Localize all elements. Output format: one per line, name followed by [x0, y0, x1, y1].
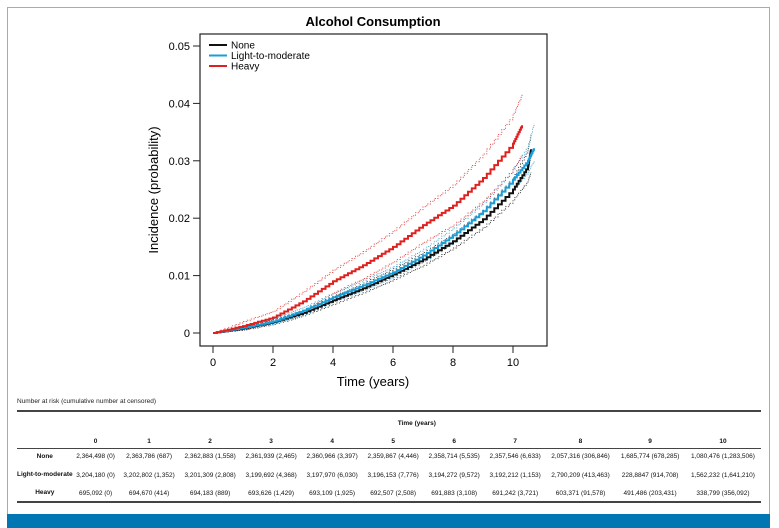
y-tick-label: 0.03 — [169, 156, 190, 168]
risk-cell: 3,197,970 (6,030) — [306, 471, 358, 479]
time-column-header: 10 — [684, 434, 761, 449]
risk-cell: 695,092 (0) — [72, 485, 119, 503]
table-row: Heavy 695,092 (0) 694,670 (414) 694,183 (88… — [17, 485, 761, 503]
risk-cell: 3,196,153 (7,776) — [367, 471, 419, 479]
x-tick-label: 10 — [507, 357, 519, 369]
time-column-header: 5 — [362, 434, 424, 449]
table-row: Light-to-moderate 3,204,180 (0) 3,202,802 … — [17, 465, 761, 486]
time-column-header: 2 — [179, 434, 241, 449]
legend-label: Heavy — [231, 62, 259, 73]
x-axis-label: Time (years) — [337, 374, 409, 389]
risk-cell: 3,194,272 (9,572) — [428, 471, 480, 479]
legend-label: None — [231, 41, 255, 52]
risk-cell: 2,790,209 (413,463) — [551, 471, 610, 479]
row-label: Light-to-moderate — [17, 471, 73, 478]
time-column-header: 6 — [423, 434, 485, 449]
risk-cell: 338,799 (356,092) — [684, 485, 761, 503]
time-column-header: 8 — [545, 434, 616, 449]
light-to-moderate-ci-upper — [213, 123, 535, 334]
series-group — [213, 94, 535, 334]
risk-cell: 1,562,232 (1,641,210) — [690, 471, 755, 479]
time-column-header: 1 — [118, 434, 180, 449]
risk-cell: 693,626 (1,429) — [240, 485, 302, 503]
y-tick-label: 0.04 — [169, 98, 190, 110]
risk-cell: 2,357,546 (6,633) — [489, 453, 541, 461]
risk-cell: 2,363,786 (687) — [126, 453, 173, 461]
none-line — [213, 149, 532, 334]
heavy-line — [213, 125, 523, 334]
y-axis-label: Incidence (probability) — [146, 126, 161, 253]
risk-cell: 691,883 (3,108) — [423, 485, 485, 503]
risk-cell: 2,362,883 (1,558) — [184, 453, 236, 461]
y-tick-label: 0.05 — [169, 41, 190, 53]
light-to-moderate-line — [213, 148, 535, 334]
risk-table-caption: Number at risk (cumulative number at cen… — [17, 398, 157, 405]
y-tick-label: 0.02 — [169, 213, 190, 225]
risk-cell: 2,057,316 (306,846) — [551, 453, 610, 461]
number-at-risk-table: Time (years) 0 1 2 3 4 5 6 7 8 9 10 None 2,364,498 … — [17, 410, 761, 503]
risk-cell: 2,358,714 (5,535) — [428, 453, 480, 461]
column-header-row: 0 1 2 3 4 5 6 7 8 9 10 — [17, 434, 761, 449]
risk-cell: 3,201,309 (2,808) — [184, 471, 236, 479]
time-column-header: 3 — [240, 434, 302, 449]
risk-cell: 2,364,498 (0) — [76, 453, 115, 461]
risk-cell: 691,242 (3,721) — [484, 485, 546, 503]
risk-cell: 3,202,802 (1,352) — [123, 471, 175, 479]
incidence-chart: Alcohol Consumption 0 0.01 0.02 0.03 0.04 0.0… — [146, 14, 548, 389]
footer-bar — [7, 514, 770, 528]
light-to-moderate-ci-lower — [213, 160, 535, 334]
x-tick-label: 2 — [270, 357, 276, 369]
risk-cell: 2,361,939 (2,465) — [245, 453, 297, 461]
x-tick-label: 0 — [210, 357, 216, 369]
risk-cell: 692,507 (2,508) — [362, 485, 424, 503]
time-header: Time (years) — [72, 410, 761, 434]
risk-cell: 2,359,867 (4,446) — [367, 453, 419, 461]
legend-label: Light-to-moderate — [231, 51, 310, 62]
risk-cell: 603,371 (91,578) — [545, 485, 616, 503]
none-ci-upper — [213, 135, 532, 334]
risk-cell: 1,080,476 (1,283,506) — [690, 453, 755, 461]
risk-cell: 3,192,212 (1,153) — [489, 471, 541, 479]
risk-cell: 693,109 (1,925) — [301, 485, 363, 503]
risk-cell: 228,8847 (914,708) — [621, 471, 679, 479]
figure-frame — [7, 7, 770, 528]
risk-cell: 2,360,966 (3,397) — [306, 453, 358, 461]
time-column-header: 4 — [301, 434, 363, 449]
y-tick-label: 0.01 — [169, 271, 190, 283]
risk-cell: 694,670 (414) — [118, 485, 180, 503]
risk-cell: 491,486 (203,431) — [615, 485, 685, 503]
x-tick-label: 4 — [330, 357, 336, 369]
table-row: None 2,364,498 (0) 2,363,786 (687) 2,362,88… — [17, 449, 761, 465]
x-tick-label: 8 — [450, 357, 456, 369]
chart-title: Alcohol Consumption — [305, 14, 440, 29]
row-label: Heavy — [17, 485, 73, 503]
heavy-ci-upper — [213, 94, 523, 334]
y-axis: 0 0.01 0.02 0.03 0.04 0.05 — [169, 41, 200, 340]
risk-cell: 1,685,774 (678,285) — [620, 453, 680, 461]
plot-area — [199, 33, 548, 347]
time-column-header: 0 — [72, 434, 119, 449]
none-ci-lower — [213, 172, 532, 334]
time-column-header: 9 — [615, 434, 685, 449]
risk-cell: 3,204,180 (0) — [76, 471, 115, 479]
heavy-ci-lower — [213, 155, 523, 334]
row-label: None — [36, 452, 53, 460]
x-axis: 0 2 4 6 8 10 — [210, 346, 519, 369]
y-tick-label: 0 — [184, 328, 190, 340]
risk-cell: 3,199,692 (4,368) — [245, 471, 297, 479]
risk-cell: 694,183 (889) — [179, 485, 241, 503]
x-tick-label: 6 — [390, 357, 396, 369]
time-column-header: 7 — [484, 434, 546, 449]
